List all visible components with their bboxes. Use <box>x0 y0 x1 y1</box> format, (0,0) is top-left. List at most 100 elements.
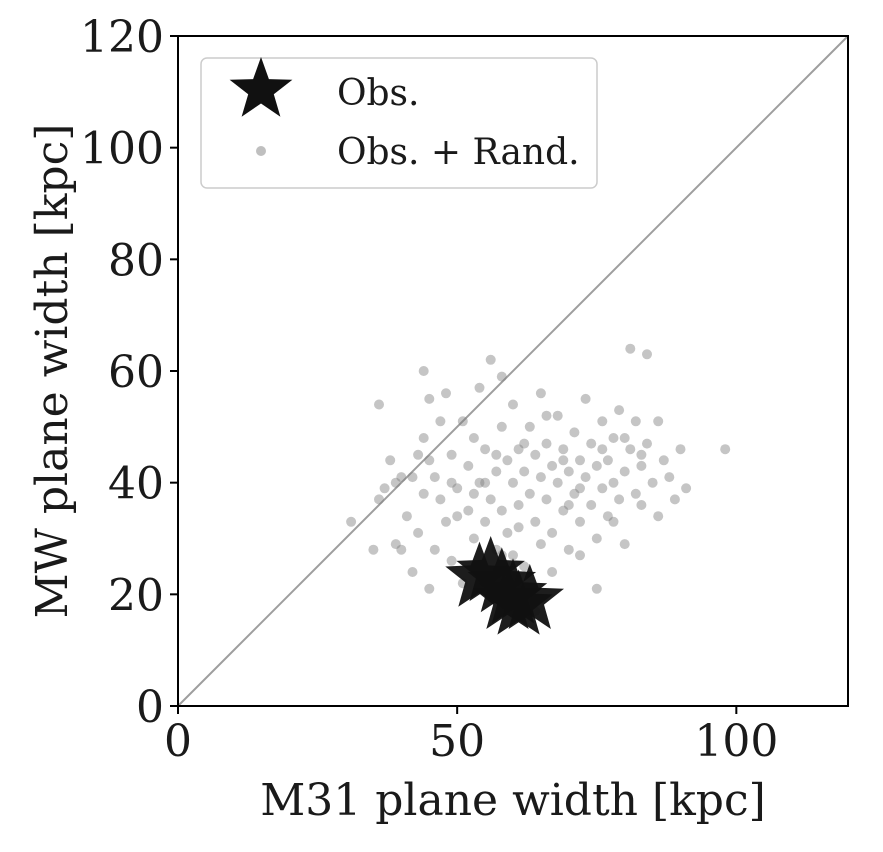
scatter-point <box>401 511 412 522</box>
y-tick-label: 0 <box>136 682 164 733</box>
scatter-point <box>535 388 546 399</box>
scatter-point <box>619 539 630 550</box>
scatter-point <box>591 533 602 544</box>
scatter-point <box>407 472 418 483</box>
y-axis-label: MW plane width [kpc] <box>27 124 78 619</box>
scatter-point <box>642 349 652 360</box>
scatter-point <box>558 444 569 455</box>
scatter-point <box>502 455 513 466</box>
scatter-point <box>647 477 658 488</box>
y-tick-label: 100 <box>80 124 164 175</box>
scatter-point <box>524 488 535 499</box>
scatter-point <box>619 433 630 443</box>
reference-line-layer <box>177 35 849 707</box>
scatter-point <box>491 466 502 477</box>
scatter-point <box>480 477 491 488</box>
scatter-point <box>457 416 468 427</box>
diagonal-reference-line <box>177 35 849 707</box>
x-tick-label: 100 <box>694 716 778 767</box>
scatter-point <box>541 494 552 505</box>
scatter-point <box>563 544 574 555</box>
scatter-point <box>630 416 641 427</box>
legend-star-shape <box>229 57 293 117</box>
scatter-point <box>547 527 558 538</box>
scatter-point <box>441 388 451 399</box>
legend-label-obs-rand: Obs. + Rand. <box>337 132 580 173</box>
scatter-point <box>418 366 429 376</box>
scatter-point <box>681 483 692 494</box>
scatter-point <box>625 343 636 354</box>
scatter-point <box>602 511 613 522</box>
scatter-point <box>374 399 384 410</box>
x-tick-label: 50 <box>429 716 485 767</box>
scatter-point <box>508 477 518 488</box>
scatter-point <box>653 416 664 427</box>
scatter-point <box>519 438 530 449</box>
scatter-point <box>664 472 675 483</box>
legend-label-obs: Obs. <box>337 73 419 114</box>
scatter-point <box>468 488 479 499</box>
scatter-point <box>463 505 474 516</box>
scatter-point <box>452 483 463 494</box>
scatter-point <box>390 477 401 488</box>
scatter-point <box>519 561 530 572</box>
x-tick-label: 0 <box>164 716 192 767</box>
scatter-point <box>636 449 647 460</box>
scatter-point <box>418 433 429 443</box>
scatter-point <box>446 449 457 460</box>
scatter-point <box>586 500 597 510</box>
scatter-point <box>496 371 507 382</box>
scatter-point <box>563 500 574 510</box>
scatter-point <box>575 483 585 494</box>
scatter-point <box>491 449 502 460</box>
scatter-point <box>547 567 558 577</box>
scatter-point <box>524 421 535 432</box>
y-tick-label: 20 <box>108 570 164 621</box>
scatter-point <box>580 393 591 404</box>
scatter-point <box>563 466 574 477</box>
scatter-point <box>429 544 440 555</box>
scatter-point <box>597 444 608 455</box>
scatter-point <box>541 438 552 449</box>
scatter-point <box>642 438 652 449</box>
scatter-point <box>485 494 496 505</box>
scatter-point <box>614 405 625 416</box>
legend: Obs. Obs. + Rand. <box>200 57 598 189</box>
scatter-point <box>480 444 491 455</box>
scatter-point <box>558 505 569 516</box>
scatter-point <box>502 527 513 538</box>
scatter-point <box>424 583 435 594</box>
scatter-point <box>658 455 669 466</box>
scatter-point <box>413 449 424 460</box>
scatter-point <box>390 539 401 550</box>
scatter-point <box>653 511 664 522</box>
scatter-point <box>424 455 435 466</box>
legend-circle-marker <box>256 146 266 156</box>
scatter-point <box>379 483 390 494</box>
scatter-point <box>614 494 625 505</box>
ticks-layer: 0 50 100 0 20 40 60 80 100 120 <box>80 12 778 767</box>
scatter-point <box>608 433 619 443</box>
scatter-point <box>552 410 563 421</box>
scatter-point <box>547 460 558 471</box>
scatter-point <box>575 550 585 561</box>
scatter-point <box>446 555 457 566</box>
scatter-point <box>407 567 418 577</box>
scatter-point <box>535 539 546 550</box>
scatter-point <box>541 410 552 421</box>
x-axis-label: M31 plane width [kpc] <box>260 775 766 826</box>
scatter-point <box>636 460 647 471</box>
scatter-point <box>720 444 731 455</box>
scatter-point <box>424 393 435 404</box>
scatter-point <box>441 516 451 527</box>
scatter-point <box>468 433 479 443</box>
scatter-point <box>429 472 440 483</box>
scatter-point <box>385 455 396 466</box>
scatter-point <box>591 460 602 471</box>
y-tick-label: 80 <box>108 235 164 286</box>
legend-box <box>200 57 598 189</box>
scatter-point <box>636 500 647 510</box>
star-marker <box>478 558 548 624</box>
scatter-point <box>675 444 686 455</box>
scatter-point <box>474 477 485 488</box>
